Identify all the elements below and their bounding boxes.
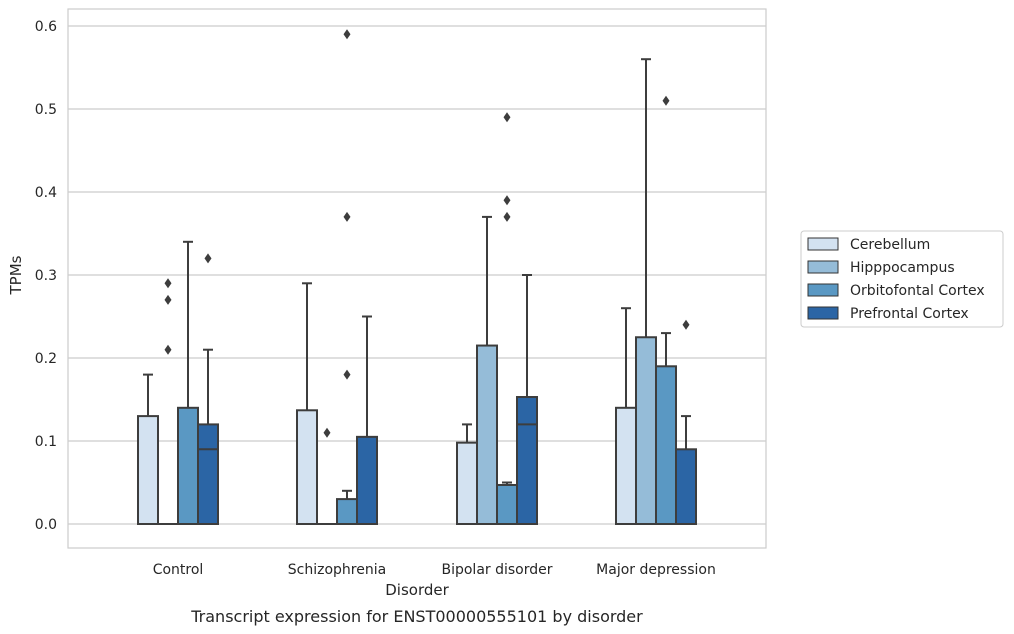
box-body bbox=[675, 448, 697, 525]
box-orbitofontal-cortex bbox=[177, 240, 199, 525]
legend-label: Prefrontal Cortex bbox=[850, 306, 969, 322]
outlier-point bbox=[503, 211, 511, 222]
y-tick-label: 0.1 bbox=[35, 434, 57, 450]
box-body bbox=[615, 406, 637, 525]
box-body bbox=[655, 365, 677, 525]
boxes-layer bbox=[137, 29, 697, 526]
box-body bbox=[177, 406, 199, 525]
plot-frame bbox=[67, 8, 767, 549]
box-orbitofontal-cortex bbox=[655, 95, 677, 525]
legend-label: Hipppocampus bbox=[850, 260, 955, 276]
box-cerebellum bbox=[615, 307, 637, 525]
box-body bbox=[137, 415, 159, 526]
box-cerebellum bbox=[137, 373, 159, 526]
outlier-point bbox=[164, 344, 172, 355]
box-prefrontal-cortex bbox=[516, 274, 538, 526]
box-orbitofontal-cortex bbox=[496, 112, 518, 525]
x-tick-label: Control bbox=[153, 562, 204, 578]
x-tick-label: Major depression bbox=[596, 562, 716, 578]
box-hipppocampus bbox=[158, 278, 178, 525]
legend-swatch bbox=[807, 283, 839, 297]
box-cerebellum bbox=[296, 282, 318, 526]
legend-label: Orbitofontal Cortex bbox=[850, 283, 985, 299]
box-prefrontal-cortex bbox=[675, 319, 697, 525]
legend-swatch bbox=[807, 260, 839, 274]
legend-swatch bbox=[807, 237, 839, 251]
chart-caption: Transcript expression for ENST0000055510… bbox=[190, 607, 643, 626]
box-body bbox=[496, 483, 518, 525]
box-prefrontal-cortex bbox=[356, 315, 378, 526]
legend-label: Cerebellum bbox=[850, 237, 930, 253]
box-body bbox=[336, 498, 358, 526]
outlier-point bbox=[503, 112, 511, 123]
box-body bbox=[516, 396, 538, 526]
y-tick-label: 0.2 bbox=[35, 351, 57, 367]
outlier-point bbox=[164, 278, 172, 289]
box-hipppocampus bbox=[476, 215, 498, 525]
box-prefrontal-cortex bbox=[197, 253, 219, 525]
x-tick-labels: Control Schizophrenia Bipolar disorder Majo… bbox=[153, 562, 716, 578]
legend: Cerebellum Hipppocampus Orbitofontal Corte… bbox=[800, 230, 1004, 328]
y-tick-label: 0.4 bbox=[35, 185, 57, 201]
y-axis-title: TPMs bbox=[7, 255, 25, 295]
x-tick-label: Bipolar disorder bbox=[441, 562, 552, 578]
outlier-point bbox=[662, 95, 670, 106]
box-body bbox=[197, 423, 219, 525]
outlier-point bbox=[343, 29, 351, 40]
box-body bbox=[635, 336, 657, 525]
box-body bbox=[456, 441, 478, 525]
box-orbitofontal-cortex bbox=[336, 29, 358, 526]
box-body bbox=[476, 344, 498, 525]
box-body bbox=[296, 409, 318, 526]
x-tick-label: Schizophrenia bbox=[288, 562, 386, 578]
x-axis-title: Disorder bbox=[385, 581, 449, 599]
y-tick-label: 0.5 bbox=[35, 102, 57, 118]
outlier-point bbox=[503, 195, 511, 206]
legend-swatch bbox=[807, 306, 839, 320]
y-tick-labels: 0.0 0.1 0.2 0.3 0.4 0.5 0.6 bbox=[35, 19, 57, 533]
box-hipppocampus bbox=[317, 427, 337, 525]
y-tick-label: 0.6 bbox=[35, 19, 57, 35]
outlier-point bbox=[164, 294, 172, 305]
y-tick-label: 0.3 bbox=[35, 268, 57, 284]
outlier-point bbox=[343, 369, 351, 380]
box-cerebellum bbox=[456, 423, 478, 525]
outlier-point bbox=[682, 319, 690, 330]
outlier-point bbox=[204, 253, 212, 264]
box-body bbox=[356, 435, 378, 526]
y-tick-label: 0.0 bbox=[35, 517, 57, 533]
outlier-point bbox=[343, 211, 351, 222]
outlier-point bbox=[323, 427, 331, 438]
box-hipppocampus bbox=[635, 58, 657, 525]
legend-frame bbox=[800, 230, 1004, 328]
